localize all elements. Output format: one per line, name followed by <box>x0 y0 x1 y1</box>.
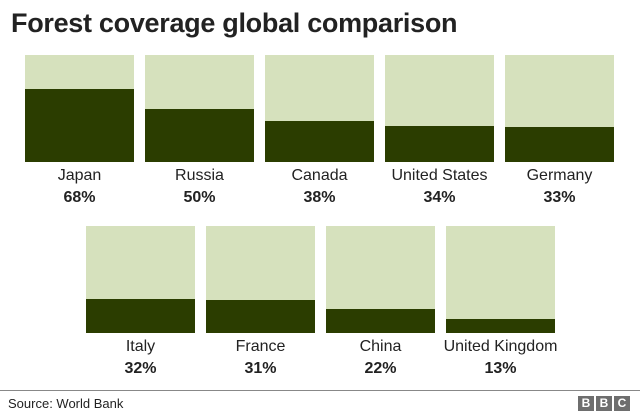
country-label: France <box>235 338 286 355</box>
chart-title: Forest coverage global comparison <box>11 8 458 38</box>
country-label: Germany <box>526 167 593 184</box>
country-label: China <box>359 338 402 355</box>
country-label: Canada <box>291 167 348 184</box>
value-label: 38% <box>303 189 336 206</box>
source-note: Source: World Bank <box>8 396 124 411</box>
value-label: 68% <box>63 189 96 206</box>
coverage-box <box>145 55 254 162</box>
divider <box>0 390 640 391</box>
country-label: Italy <box>125 338 156 355</box>
forest-bar <box>505 126 614 162</box>
total-area <box>446 226 555 333</box>
forest-bar <box>265 121 374 162</box>
value-label: 32% <box>124 360 157 377</box>
forest-bar <box>145 108 254 162</box>
coverage-box <box>206 226 315 333</box>
country-label: Japan <box>57 167 102 184</box>
country-label: United States <box>391 167 488 184</box>
coverage-box <box>25 55 134 162</box>
value-label: 50% <box>183 189 216 206</box>
coverage-box <box>505 55 614 162</box>
forest-bar <box>206 299 315 333</box>
forest-bar <box>446 319 555 333</box>
country-label: United Kingdom <box>443 338 558 355</box>
forest-bar <box>25 89 134 162</box>
value-label: 34% <box>423 189 456 206</box>
value-label: 31% <box>244 360 277 377</box>
coverage-box <box>86 226 195 333</box>
value-label: 13% <box>484 360 517 377</box>
coverage-box <box>326 226 435 333</box>
coverage-box <box>265 55 374 162</box>
value-label: 22% <box>364 360 397 377</box>
forest-bar <box>326 309 435 333</box>
coverage-box <box>446 226 555 333</box>
forest-bar <box>385 125 494 162</box>
forest-bar <box>86 298 195 333</box>
coverage-box <box>385 55 494 162</box>
country-label: Russia <box>175 167 224 184</box>
value-label: 33% <box>543 189 576 206</box>
